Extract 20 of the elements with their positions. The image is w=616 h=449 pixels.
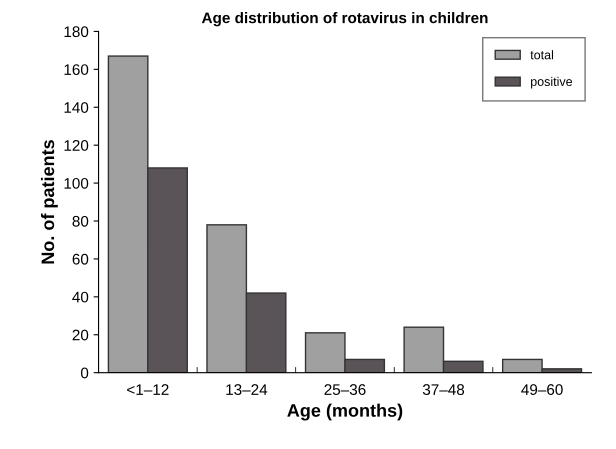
chart-title: Age distribution of rotavirus in children — [202, 12, 488, 26]
y-tick-label: 0 — [80, 368, 88, 378]
y-tick-label: 100 — [64, 178, 88, 189]
y-tick-label: 160 — [64, 64, 88, 76]
y-tick-label: 20 — [72, 330, 88, 340]
x-tick-label: 49–60 — [521, 384, 563, 396]
x-tick-label: 25–36 — [324, 384, 366, 396]
y-tick-label: 40 — [72, 292, 88, 303]
y-tick-label: 140 — [64, 102, 88, 113]
y-tick-label: 60 — [72, 254, 88, 265]
legend-label: total — [530, 50, 554, 60]
x-tick-label: <1–12 — [127, 384, 169, 395]
x-axis-title: Age (months) — [287, 404, 402, 420]
y-tick-label: 120 — [64, 140, 88, 151]
x-tick-label: 13–24 — [226, 384, 268, 396]
x-tick-label: 37–48 — [422, 384, 464, 396]
y-tick-label: 180 — [64, 26, 88, 38]
y-tick-label: 80 — [72, 216, 88, 227]
y-axis-title: No. of patients — [40, 140, 58, 264]
legend-label: positive — [531, 76, 572, 88]
